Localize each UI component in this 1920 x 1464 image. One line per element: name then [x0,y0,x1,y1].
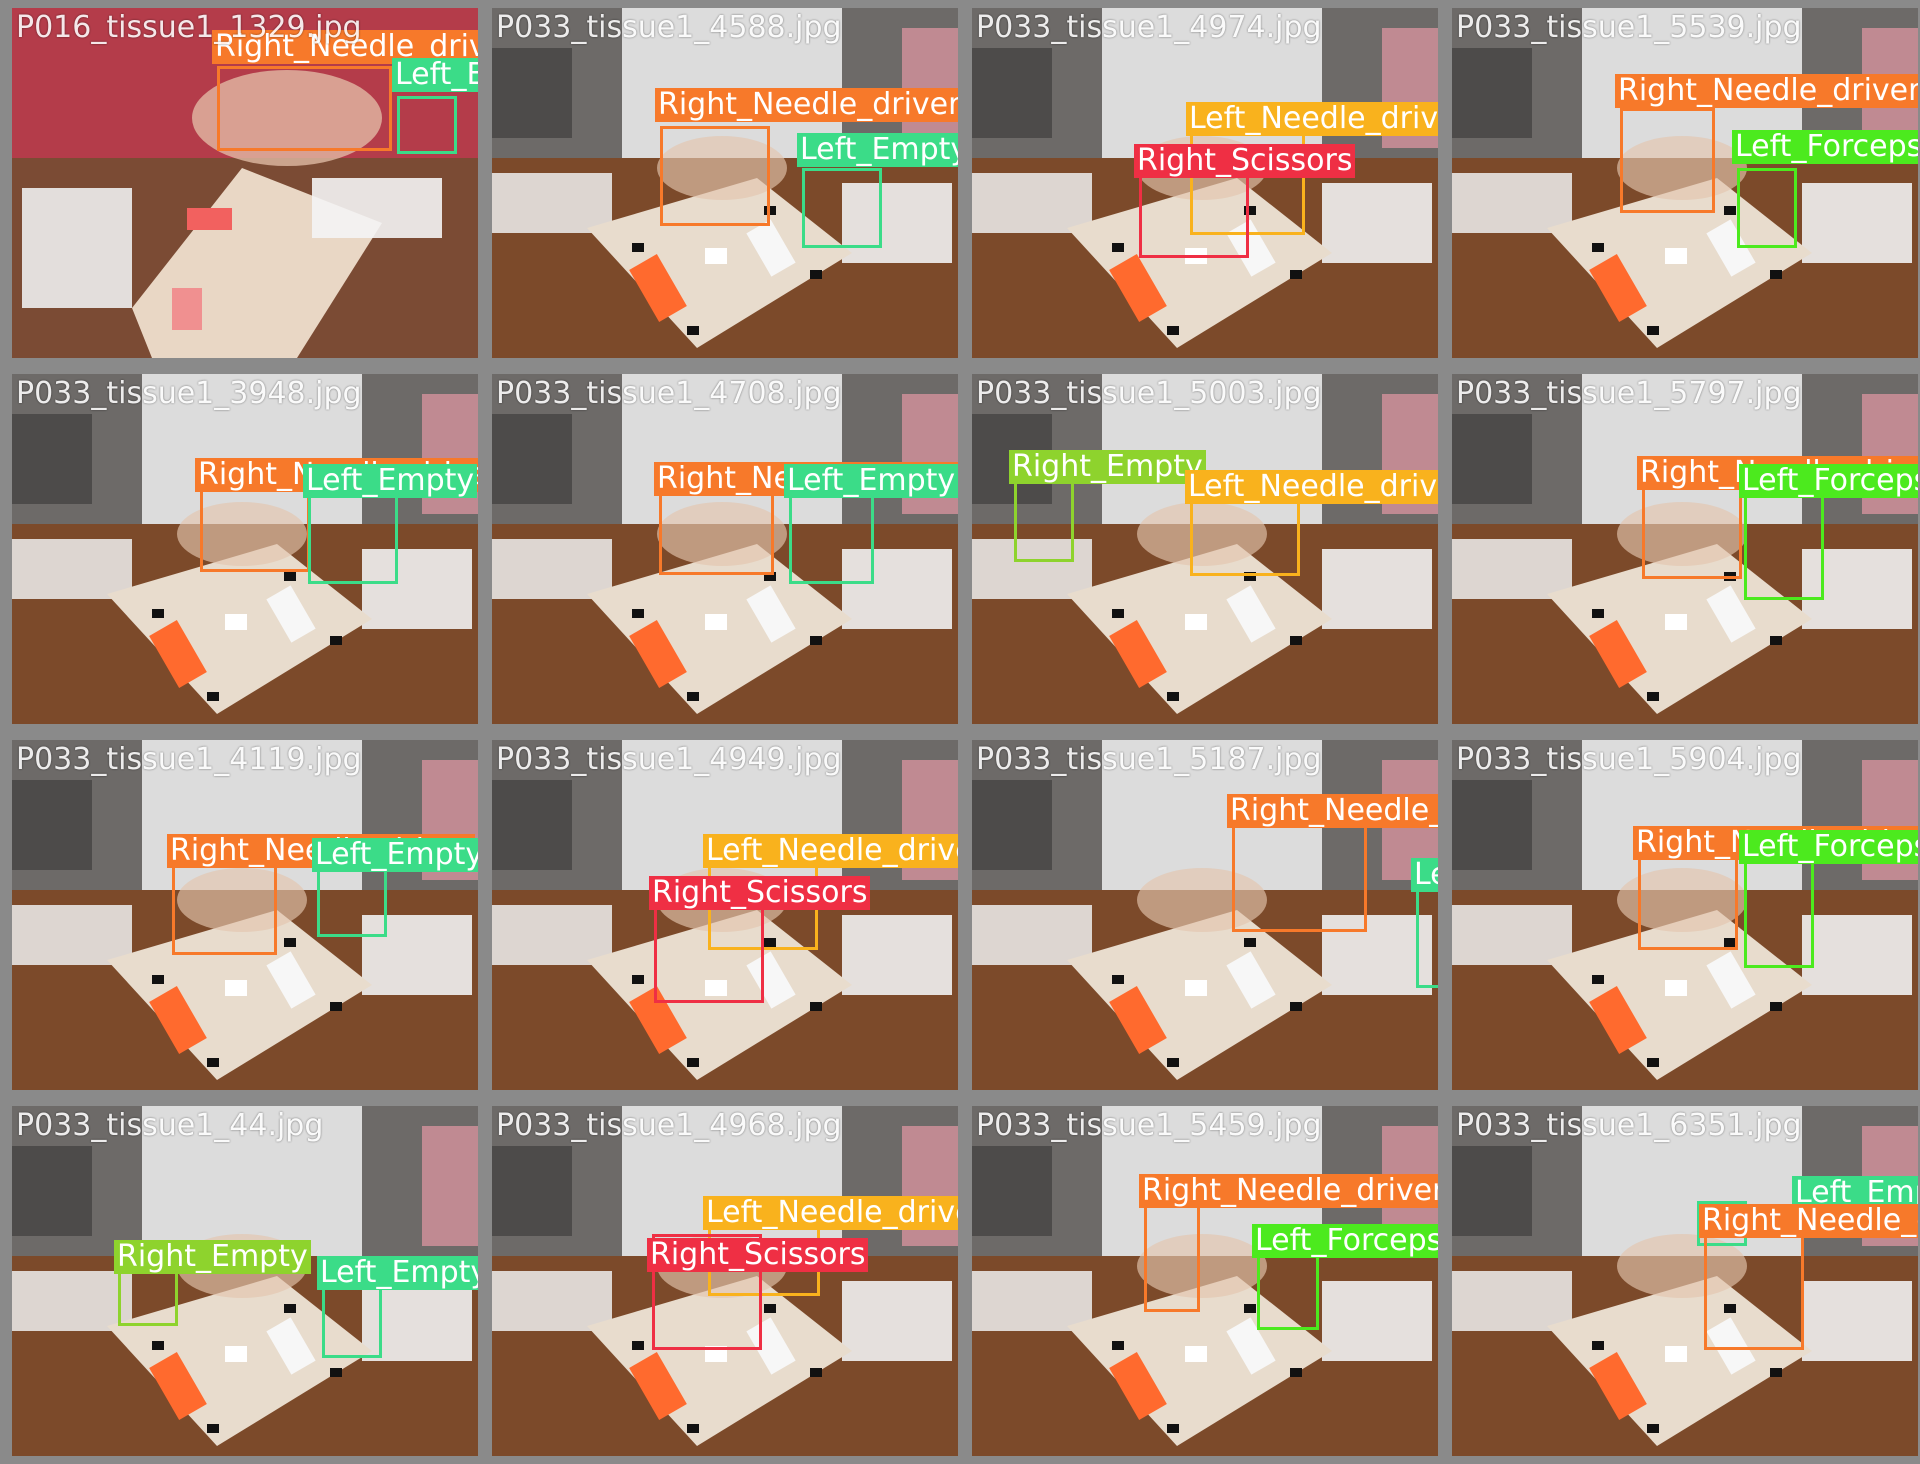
bounding-box [789,489,874,584]
detection-label: Left_Needle_driver [1186,102,1438,136]
detection-label: Left_Empty [784,464,958,498]
image-tile: Right_Needle_driver Left_Forceps P033_tiss… [1452,8,1918,358]
image-tile: Right_Empty Left_Empty P033_tissue1_44.jpg [12,1106,478,1456]
bounding-box [802,168,882,248]
bounding-box [660,126,770,226]
detection-label: Left_Forceps [1732,130,1918,164]
image-tile: Right_Needle_driverLeft_EmptyP033_tissue… [12,374,478,724]
bounding-box [1620,108,1715,213]
photo-scene [972,1106,1438,1456]
filename-label: P033_tissue1_5539.jpg [1456,10,1802,45]
bounding-box [317,862,387,937]
bounding-box [1416,888,1438,988]
detection-label: Left_Forceps [1252,1224,1438,1258]
detection-label: Left_Empty [303,464,478,498]
filename-label: P033_tissue1_44.jpg [16,1108,324,1143]
filename-label: P033_tissue1_6351.jpg [1456,1108,1802,1143]
filename-label: P033_tissue1_4708.jpg [496,376,842,411]
bounding-box [1144,1196,1200,1312]
filename-label: P033_tissue1_4119.jpg [16,742,362,777]
image-tile: Left_EmptyRight_Needle_driverP033_tissue… [1452,1106,1918,1456]
filename-label: P033_tissue1_5904.jpg [1456,742,1802,777]
photo-scene [492,1106,958,1456]
bounding-box [308,489,398,584]
image-tile: Left_Needle_driver Right_Scissors P033_tis… [492,1106,958,1456]
detection-label: Left_Needle_driver [703,834,958,868]
image-tile: Right_Needle_driverLeft_ForcepsP033_tiss… [1452,740,1918,1090]
image-tile: Right_Needle_driverLeft_EmptyP033_tissue… [492,374,958,724]
detection-label: Right_Scissors [1134,144,1356,178]
detection-label: Left_Empty [392,58,478,92]
filename-label: P033_tissue1_5459.jpg [976,1108,1322,1143]
bounding-box [1232,822,1367,932]
bounding-box [1737,168,1797,248]
detection-label: Left_Needle_driver [703,1196,958,1230]
detection-label: Right_Scissors [647,1238,869,1272]
detection-label: Right_Needle_driver [1139,1174,1438,1208]
photo-scene [1452,374,1918,724]
filename-label: P033_tissue1_4968.jpg [496,1108,842,1143]
photo-scene [972,740,1438,1090]
filename-label: P033_tissue1_5187.jpg [976,742,1322,777]
photo-scene [1452,1106,1918,1456]
image-tile: Right_Needle_driver Left_Empty P033_tissue… [972,740,1438,1090]
detection-label: Right_Needle_driver [1615,74,1918,108]
image-tile: Right_Needle_driver Left_Empty P033_tissue… [492,8,958,358]
detection-label: Right_Scissors [649,876,871,910]
filename-label: P033_tissue1_5797.jpg [1456,376,1802,411]
filename-label: P033_tissue1_5003.jpg [976,376,1322,411]
detection-label: Right_Empty [114,1240,311,1274]
image-tile: Right_Needle_driverLeft_ForcepsP033_tiss… [1452,374,1918,724]
filename-label: P033_tissue1_4949.jpg [496,742,842,777]
photo-scene [1452,8,1918,358]
bounding-box [217,66,392,151]
photo-scene [492,374,958,724]
image-tile: Right_Needle_driverLeft_EmptyP033_tissue… [12,740,478,1090]
filename-label: P016_tissue1_1329.jpg [16,10,362,45]
detection-label: Left_Forceps [1739,464,1918,498]
detection-label: Left_Empty [312,838,478,872]
detection-label: Right_Needle_driver [1699,1204,1918,1238]
detection-label: Left_Forceps [1739,830,1918,864]
photo-scene [1452,740,1918,1090]
bounding-box [1014,472,1074,562]
detection-label: Right_Needle_driver [212,30,478,64]
image-tile: Left_Needle_driver Right_Scissors P033_tis… [972,8,1438,358]
filename-label: P033_tissue1_3948.jpg [16,376,362,411]
detection-label: Right_Needle_driver [1227,794,1438,828]
detection-label: Right_Empty [1009,450,1206,484]
image-tile: Left_Needle_driver Right_Scissors P033_tis… [492,740,958,1090]
detection-label: Left_Empty [797,133,958,167]
detection-label: Left_Needle_driver [1185,470,1438,504]
detection-label: Right_Needle_driver [655,88,958,122]
photo-scene [492,740,958,1090]
photo-scene [972,374,1438,724]
detection-label: Left_Empty [1411,858,1438,892]
bounding-box [1744,858,1814,968]
bounding-box [397,96,457,154]
image-tile: Right_Needle_driver Left_Forceps P033_tiss… [972,1106,1438,1456]
detection-label: Left_Empty [317,1256,478,1290]
bounding-box [1744,492,1824,600]
filename-label: P033_tissue1_4974.jpg [976,10,1322,45]
filename-label: P033_tissue1_4588.jpg [496,10,842,45]
photo-scene [12,374,478,724]
photo-scene [492,8,958,358]
bounding-box [652,1234,762,1350]
